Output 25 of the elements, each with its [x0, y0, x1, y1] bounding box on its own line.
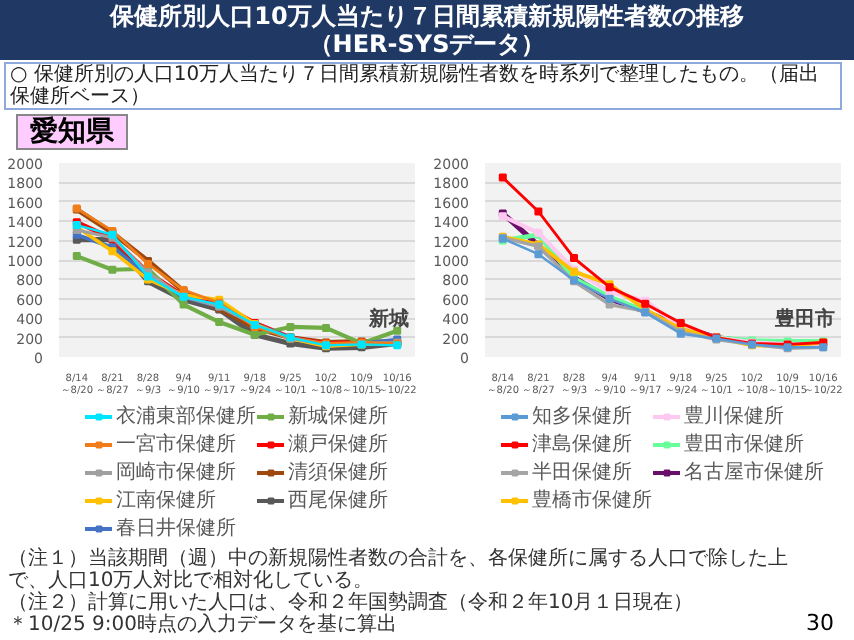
legend-label: 岡崎市保健所 [116, 459, 236, 486]
legend-label: 新城保健所 [288, 403, 388, 430]
chart-subtitle: ○ 保健所別の人口10万人当たり７日間累積新規陽性者数を時系列で整理したもの。（届出保健所ベース） [4, 62, 842, 110]
legend-label: 名古屋市保健所 [684, 459, 824, 486]
text: ＊10/25 9:00時点の入力データを基に算出 [8, 614, 399, 636]
legend-label: 知多保健所 [532, 403, 632, 430]
chart-title: 保健所別人口10万人当たり７日間累積新規陽性者数の推移（HER-SYSデータ） [0, 0, 854, 60]
legend-label: 江南保健所 [116, 487, 216, 514]
legend-label: 春日井保健所 [116, 515, 236, 542]
annotation: 豊田市 [773, 307, 835, 332]
legend-label: 豊川保健所 [684, 403, 784, 430]
text: 愛知県 [16, 114, 128, 150]
legend-label: 一宮市保健所 [116, 431, 236, 458]
text: 30 [806, 608, 834, 640]
legend-label: 豊橋市保健所 [532, 487, 652, 514]
legend-label: 西尾保健所 [288, 487, 388, 514]
legend-label: 瀬戸保健所 [288, 431, 388, 458]
legend-label: 津島保健所 [532, 431, 632, 458]
legend-label: 豊田市保健所 [684, 431, 804, 458]
legend-label: 半田保健所 [532, 459, 632, 486]
legend-label: 衣浦東部保健所 [116, 403, 256, 430]
text: （注２）計算に用いた人口は、令和２年国勢調査（令和２年10月１日現在） [8, 592, 696, 614]
text: （注１）当該期間（週）中の新規陽性者数の合計を、各保健所に属する人口で除した上で、人口10万人対比で相対化している。 [8, 548, 790, 592]
annotation: 新城 [367, 307, 409, 332]
legend-label: 清須保健所 [288, 459, 388, 486]
